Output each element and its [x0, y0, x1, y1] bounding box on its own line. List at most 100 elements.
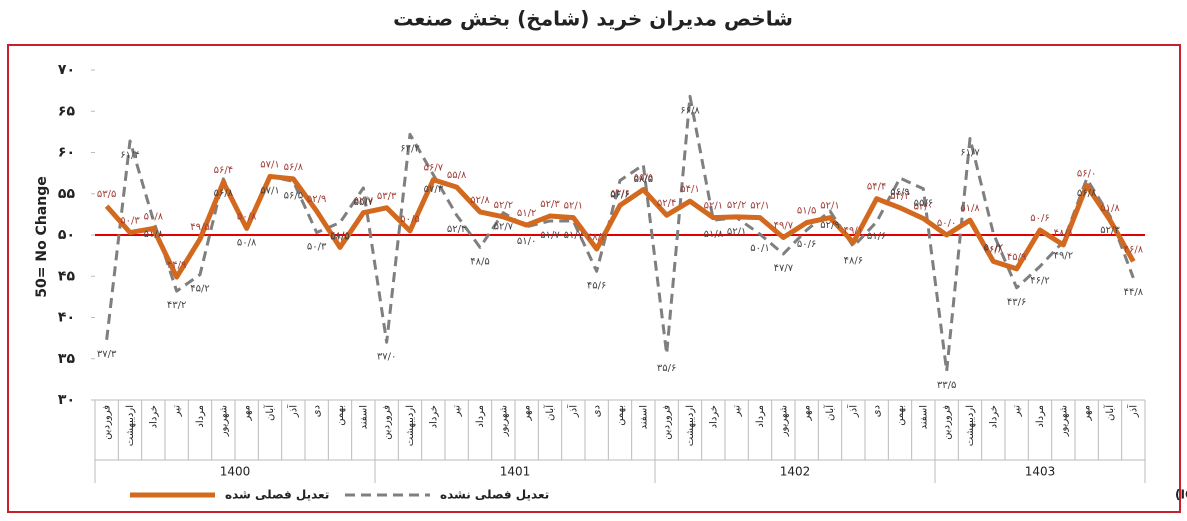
data-label: ۴۹/۲: [1054, 251, 1073, 262]
data-label: ۵۰/۳: [307, 242, 327, 253]
data-label: ۵۶/۴: [214, 165, 233, 176]
data-label: ۵۵/۷: [354, 197, 374, 208]
data-label: ۴۸/۶: [844, 256, 863, 267]
x-tick-label: اردیبهشت: [965, 405, 976, 446]
x-tick-label: شهریور: [218, 405, 229, 437]
x-tick-label: مرداد: [195, 405, 206, 428]
y-tick-label: ۶۰: [58, 145, 75, 161]
x-tick-label: آذر: [846, 404, 859, 418]
data-label: ۵۳/۳: [377, 191, 397, 202]
y-tick-label: ۷۰: [58, 62, 75, 78]
data-label: ۴۸/۳: [587, 232, 607, 243]
data-label: ۵۱/۸: [960, 203, 980, 214]
data-label: ۴۵/۹: [1007, 252, 1026, 263]
data-label: ۵۰/۵: [400, 214, 419, 225]
x-tick-label: بهمن: [335, 405, 346, 426]
group-label: 1400: [220, 465, 251, 479]
y-tick-label: ۶۵: [58, 103, 76, 119]
data-label: ۵۱/۷: [564, 230, 584, 241]
x-tick-label: بهمن: [895, 405, 906, 426]
data-label: ۵۶/۹: [890, 187, 909, 198]
data-label: ۴۹/۱: [844, 225, 863, 236]
x-tick-label: دی: [312, 405, 323, 417]
data-label: ۵۶/۶: [610, 190, 629, 201]
data-label: ۵۶/۵: [284, 190, 303, 201]
data-label: ۶۲/۲: [400, 143, 419, 154]
x-tick-label: آذر: [566, 404, 579, 418]
x-tick-label: فروردین: [662, 405, 673, 440]
data-label: ۳۷/۳: [97, 349, 117, 360]
data-label: ۵۱/۸: [704, 229, 724, 240]
data-label: ۵۱/۰: [517, 236, 536, 247]
data-label: ۵۲/۲: [494, 200, 513, 211]
x-tick-label: تیر: [1012, 405, 1023, 418]
x-tick-label: مهر: [802, 405, 813, 421]
data-label: ۵۳/۶: [610, 188, 629, 199]
x-tick-label: آذر: [286, 404, 299, 418]
y-axis-label: 50= No Change: [34, 176, 50, 297]
series-line: [104, 173, 1136, 280]
x-tick-label: اردیبهشت: [405, 405, 416, 446]
x-tick-label: فروردین: [942, 405, 953, 440]
data-label: ۵۴/۱: [680, 184, 699, 195]
x-tick-label: خرداد: [428, 405, 439, 428]
x-tick-label: اردیبهشت: [685, 405, 696, 446]
x-tick-label: شهریور: [778, 405, 789, 437]
data-label: ۴۴/۸: [1124, 287, 1144, 298]
data-label: ۴۵/۶: [587, 280, 606, 291]
data-label: ۵۰/۸: [237, 211, 257, 222]
data-label: ۳۳/۵: [937, 380, 956, 391]
data-label: ۵۵/۶: [914, 198, 933, 209]
data-label: ۴۶/۸: [1124, 244, 1144, 255]
data-label: ۵۲/۳: [1100, 225, 1120, 236]
x-tick-label: شهریور: [1058, 405, 1069, 437]
data-label: ۵۲/۴: [447, 224, 466, 235]
data-label: ۵۷/۳: [424, 184, 444, 195]
x-tick-label: مهر: [522, 405, 533, 421]
y-tick-label: ۴۵: [58, 268, 76, 284]
data-label: ۴۹/۵: [190, 222, 209, 233]
source: منبع: اتاق بازرگانی، صنایع، معادن و کشاو…: [1175, 488, 1187, 503]
data-label: ۵۰/۱: [750, 243, 769, 254]
x-tick-label: تیر: [732, 405, 743, 418]
data-label: ۳۵/۶: [657, 363, 676, 374]
data-label: ۵۵/۸: [447, 170, 467, 181]
data-label: ۵۶/۷: [424, 163, 444, 174]
data-label: ۴۷/۷: [774, 263, 794, 274]
data-label: ۴۸/۵: [470, 256, 489, 267]
y-tick-label: ۵۰: [58, 227, 75, 243]
y-tick-label: ۳۵: [58, 351, 76, 367]
x-tick-label: تیر: [452, 405, 463, 418]
x-tick-label: مرداد: [475, 405, 486, 428]
frame: [7, 44, 1181, 513]
group-label: 1401: [500, 465, 531, 479]
data-label: ۶۱/۴: [120, 150, 139, 161]
data-label: ۴۸/۸: [1054, 228, 1074, 239]
y-tick-label: ۵۵: [58, 186, 76, 202]
data-label: ۴۶/۲: [1030, 275, 1049, 286]
data-label: ۵۲/۰: [914, 202, 933, 213]
data-label: ۵۱/۸: [1100, 203, 1120, 214]
data-label: ۵۶/۸: [284, 162, 304, 173]
data-label: ۵۰/۲: [984, 242, 1003, 253]
x-tick-label: اسفند: [358, 405, 369, 429]
series-line: [105, 94, 1135, 373]
data-label: ۵۵/۵: [634, 173, 653, 184]
data-label: ۵۷/۱: [260, 185, 279, 196]
data-label: ۵۲/۹: [820, 220, 839, 231]
x-tick-label: آبان: [823, 404, 836, 421]
data-label: ۴۸/۵: [330, 230, 349, 241]
x-tick-label: خرداد: [148, 405, 159, 428]
data-label: ۵۰/۸: [237, 237, 257, 248]
group-label: 1402: [780, 465, 811, 479]
x-tick-label: دی: [592, 405, 603, 417]
data-label: ۵۰/۰: [937, 218, 956, 229]
data-label: ۵۲/۹: [307, 194, 326, 205]
data-label: ۵۱/۲: [517, 208, 536, 219]
x-tick-label: فروردین: [382, 405, 393, 440]
x-tick-label: آبان: [263, 404, 276, 421]
data-label: ۵۲/۱: [564, 201, 583, 212]
data-label: ۵۲/۷: [494, 222, 514, 233]
